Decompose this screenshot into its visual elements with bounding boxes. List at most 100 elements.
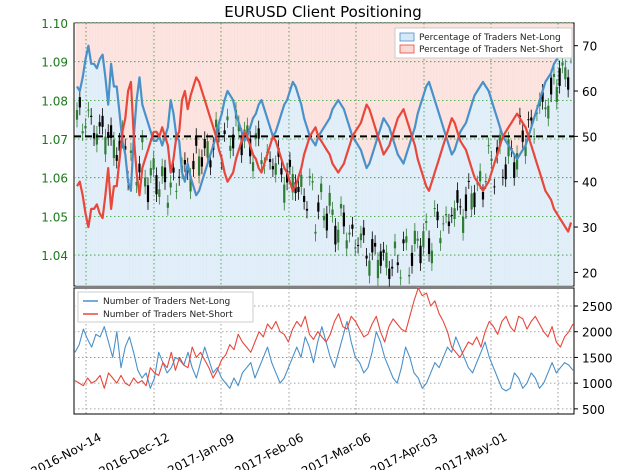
short-band bbox=[146, 23, 150, 123]
long-band bbox=[541, 91, 545, 286]
long-band bbox=[226, 91, 230, 286]
candle-body bbox=[178, 176, 181, 179]
candle-body bbox=[331, 209, 334, 215]
date-tick-label: 2017-May-01 bbox=[433, 430, 509, 470]
short-band bbox=[135, 23, 139, 101]
candle-body bbox=[430, 250, 433, 264]
candle-body bbox=[550, 77, 553, 95]
candle-body bbox=[229, 145, 232, 151]
candle-body bbox=[453, 208, 456, 219]
candle-body bbox=[274, 163, 277, 175]
candle-body bbox=[291, 174, 294, 193]
long-band bbox=[416, 113, 420, 286]
candle-body bbox=[464, 194, 468, 212]
candle-body bbox=[317, 202, 320, 212]
short-band bbox=[214, 23, 218, 137]
long-band bbox=[507, 145, 511, 286]
long-band bbox=[200, 181, 204, 286]
short-band bbox=[370, 23, 375, 155]
candle-body bbox=[283, 184, 286, 203]
candle-body bbox=[101, 115, 104, 127]
short-band bbox=[345, 23, 349, 119]
short-band bbox=[512, 23, 517, 155]
short-band bbox=[186, 23, 190, 164]
candle-body bbox=[416, 238, 419, 241]
long-band bbox=[501, 136, 505, 286]
short-band bbox=[228, 23, 233, 96]
short-band bbox=[89, 23, 94, 64]
long-band bbox=[356, 145, 360, 286]
candle-body bbox=[285, 170, 289, 183]
candle-body bbox=[544, 107, 547, 110]
short-band bbox=[254, 23, 258, 114]
short-band bbox=[279, 23, 284, 114]
candle-body bbox=[251, 162, 255, 172]
long-band bbox=[348, 127, 352, 286]
long-band bbox=[140, 104, 145, 286]
candle-body bbox=[393, 241, 397, 249]
candle-body bbox=[371, 239, 374, 253]
candle-body bbox=[425, 221, 428, 223]
long-band bbox=[390, 136, 394, 286]
long-band bbox=[203, 172, 207, 286]
long-band bbox=[160, 145, 164, 286]
candle-body bbox=[135, 182, 138, 186]
candle-body bbox=[354, 247, 357, 249]
short-band bbox=[402, 23, 406, 164]
long-band bbox=[433, 100, 437, 286]
long-band bbox=[563, 45, 568, 287]
net-short-pct-line bbox=[76, 76, 573, 233]
short-band bbox=[473, 23, 477, 96]
candle-body bbox=[90, 115, 93, 117]
short-band bbox=[191, 23, 196, 187]
short-band bbox=[328, 23, 332, 119]
candle-body bbox=[104, 136, 107, 155]
long-band bbox=[180, 172, 184, 286]
date-tick-label: 2017-Apr-03 bbox=[368, 431, 440, 470]
legend-label-short-count: Number of Traders Net-Short bbox=[103, 310, 233, 320]
long-band bbox=[191, 186, 196, 286]
candle-body bbox=[223, 130, 226, 135]
bottom-series bbox=[74, 287, 574, 392]
candle-body bbox=[379, 251, 382, 266]
long-band bbox=[288, 91, 292, 286]
long-band bbox=[149, 131, 153, 286]
count-tick-label: 500 bbox=[582, 403, 605, 417]
short-band bbox=[302, 23, 306, 119]
short-band bbox=[155, 23, 159, 141]
long-band bbox=[350, 136, 355, 286]
date-tick-label: 2016-Nov-14 bbox=[29, 430, 104, 470]
count-tick-label: 2500 bbox=[582, 300, 613, 314]
long-band bbox=[217, 122, 221, 286]
long-band bbox=[461, 127, 465, 286]
candle-body bbox=[547, 105, 550, 119]
candle-body bbox=[481, 192, 485, 200]
short-band bbox=[163, 23, 167, 137]
long-band bbox=[197, 190, 201, 286]
short-band bbox=[248, 23, 253, 128]
long-band bbox=[138, 77, 142, 287]
short-band bbox=[200, 23, 204, 182]
long-band bbox=[101, 54, 105, 286]
short-band bbox=[325, 23, 329, 123]
candle-body bbox=[209, 160, 212, 168]
candle-body bbox=[232, 134, 235, 149]
long-band bbox=[89, 63, 94, 286]
short-band bbox=[450, 23, 454, 155]
candle-body bbox=[92, 132, 96, 139]
candle-body bbox=[470, 193, 473, 210]
long-band bbox=[95, 68, 99, 287]
candle-body bbox=[530, 117, 533, 121]
short-band bbox=[311, 23, 315, 141]
candle-body bbox=[345, 240, 348, 249]
candle-body bbox=[450, 214, 453, 216]
long-band bbox=[546, 77, 551, 287]
long-band bbox=[373, 145, 377, 286]
short-band bbox=[413, 23, 417, 128]
long-band bbox=[268, 127, 272, 286]
candle-body bbox=[166, 202, 169, 208]
candle-body bbox=[388, 268, 391, 280]
candle-body bbox=[374, 242, 377, 247]
price-tick-label: 1.04 bbox=[41, 249, 68, 263]
candle-body bbox=[240, 136, 243, 156]
